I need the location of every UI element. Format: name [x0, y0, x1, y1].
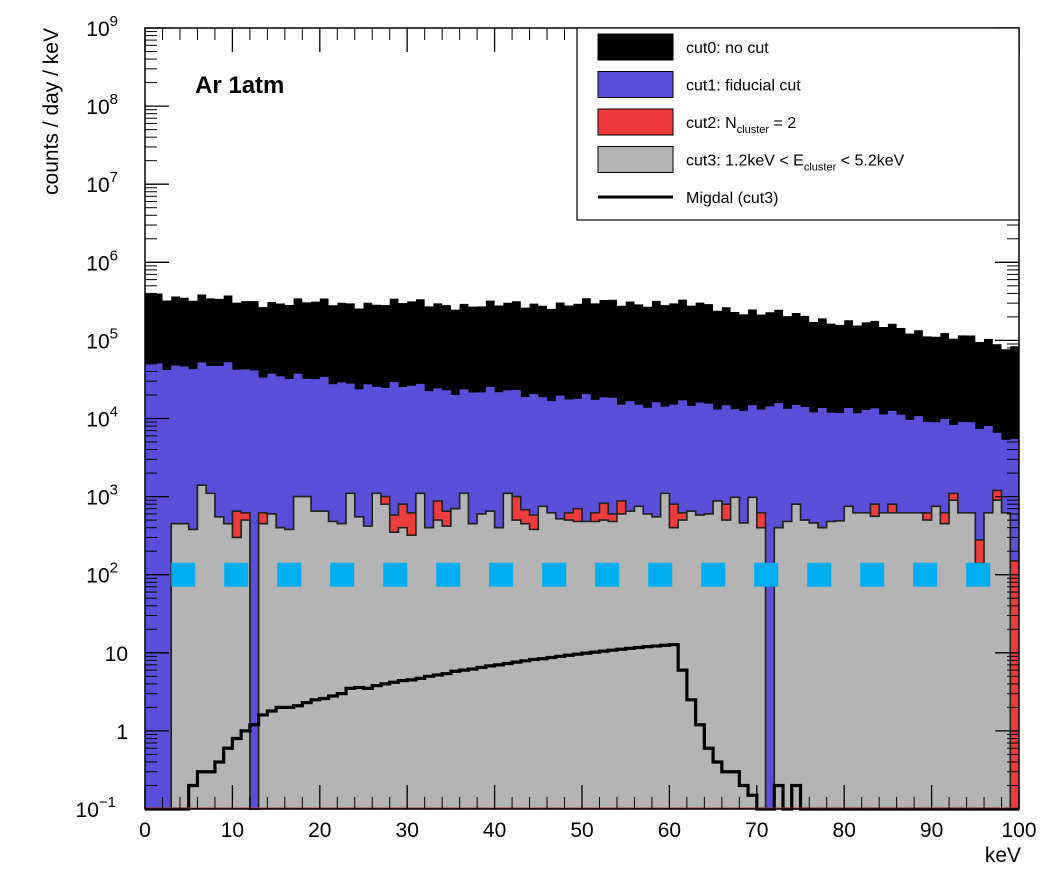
x-tick-label: 100 — [1001, 819, 1036, 842]
y-tick-label: 109 — [86, 13, 118, 41]
x-axis-title: keV — [985, 844, 1021, 867]
y-tick-exponent: 6 — [110, 247, 118, 264]
cut3-histogram-outline — [145, 484, 1019, 810]
legend-label-suffix: = 2 — [769, 115, 796, 132]
y-tick-label: 1 — [116, 721, 128, 744]
x-tick-label: 0 — [139, 819, 151, 842]
y-tick-exponent: 3 — [110, 482, 118, 499]
y-tick-exponent: 4 — [110, 404, 118, 421]
x-tick-label: 40 — [483, 819, 506, 842]
legend-swatch — [597, 71, 674, 98]
legend-label-suffix: < 5.2keV — [836, 153, 904, 170]
legend-label-subscript: cluster — [804, 162, 837, 174]
x-tick-label: 50 — [570, 819, 593, 842]
y-tick-label: 10 — [105, 643, 128, 666]
y-tick-exponent: 5 — [110, 325, 118, 342]
legend-label-main: cut3: 1.2keV < E — [686, 153, 804, 170]
legend-label: Migdal (cut3) — [686, 190, 778, 207]
y-axis-title: counts / day / keV — [40, 28, 63, 195]
plot-area — [145, 293, 1019, 811]
x-tick-label: 30 — [396, 819, 419, 842]
legend-label-main: cut0: no cut — [686, 40, 769, 57]
x-tick-label: 90 — [920, 819, 943, 842]
legend-label-subscript: cluster — [737, 124, 770, 136]
x-tick-label: 20 — [308, 819, 331, 842]
y-tick-exponent: 9 — [110, 13, 118, 30]
x-tick-label: 70 — [745, 819, 768, 842]
y-tick-exponent: 2 — [110, 560, 118, 577]
y-tick-exponent: −1 — [99, 794, 116, 811]
chart-annotation: Ar 1atm — [195, 72, 284, 99]
legend-swatch — [597, 33, 674, 61]
y-tick-exponent: 8 — [110, 91, 118, 108]
x-tick-label: 80 — [833, 819, 856, 842]
legend-label: cut0: no cut — [686, 40, 769, 57]
legend-label-main: cut2: N — [686, 115, 737, 132]
legend-swatch — [597, 108, 674, 136]
legend-swatch — [597, 146, 674, 173]
x-tick-label: 10 — [221, 819, 244, 842]
legend-label-main: Migdal (cut3) — [686, 190, 778, 207]
legend-label: cut3: 1.2keV < Ecluster < 5.2keV — [686, 153, 905, 174]
y-tick-exponent: 7 — [110, 169, 118, 186]
legend-label-main: cut1: fiducial cut — [686, 78, 801, 95]
legend-label: cut2: Ncluster = 2 — [686, 115, 796, 136]
legend-label: cut1: fiducial cut — [686, 78, 801, 95]
cut3-histogram-fill — [145, 485, 1019, 809]
x-tick-label: 60 — [658, 819, 681, 842]
